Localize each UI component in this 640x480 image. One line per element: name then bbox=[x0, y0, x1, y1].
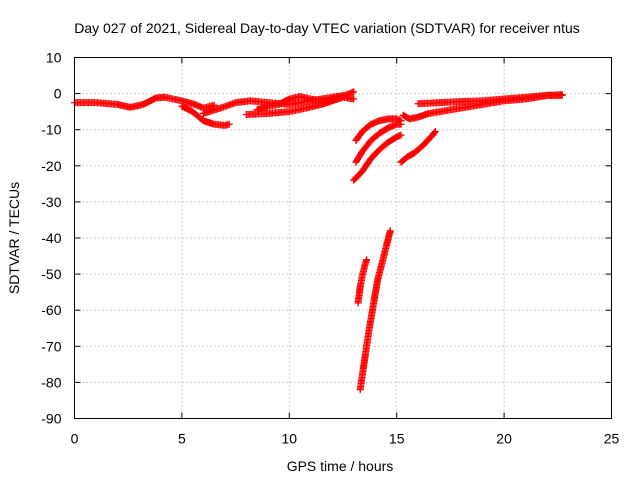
x-tick-label: 20 bbox=[496, 431, 512, 447]
series-arc-8 bbox=[350, 131, 405, 184]
series-arc-6 bbox=[352, 115, 405, 144]
data-layer bbox=[71, 88, 566, 394]
y-tick-label: -80 bbox=[41, 374, 61, 390]
series-arc-1 bbox=[71, 93, 218, 112]
data-points bbox=[352, 115, 405, 144]
series-arc-10 bbox=[354, 256, 371, 307]
y-tick-label: -70 bbox=[41, 338, 61, 354]
x-tick-label: 0 bbox=[71, 431, 79, 447]
series-arc-2 bbox=[178, 102, 233, 129]
x-tick-label: 10 bbox=[282, 431, 298, 447]
y-tick-label: 10 bbox=[46, 50, 62, 66]
data-points bbox=[71, 93, 218, 112]
x-tick-label: 25 bbox=[604, 431, 620, 447]
data-points bbox=[350, 131, 405, 184]
y-tick-label: 0 bbox=[54, 86, 62, 102]
data-points bbox=[397, 128, 439, 166]
x-axis-label: GPS time / hours bbox=[287, 458, 394, 474]
y-tick-label: -60 bbox=[41, 302, 61, 318]
data-points bbox=[354, 256, 371, 307]
grid-layer bbox=[74, 57, 612, 419]
data-points bbox=[242, 93, 358, 118]
series-arc-7 bbox=[352, 120, 405, 166]
series-arc-13 bbox=[397, 128, 439, 166]
data-points bbox=[178, 102, 233, 129]
data-points bbox=[352, 120, 405, 166]
series-arc-9 bbox=[356, 227, 394, 394]
y-tick-label: -50 bbox=[41, 266, 61, 282]
y-tick-label: -40 bbox=[41, 230, 61, 246]
y-tick-label: -30 bbox=[41, 194, 61, 210]
y-tick-label: -90 bbox=[41, 411, 61, 427]
data-points bbox=[356, 227, 394, 394]
y-tick-label: -10 bbox=[41, 122, 61, 138]
series-arc-5 bbox=[242, 93, 358, 118]
y-axis-label: SDTVAR / TECUs bbox=[6, 182, 22, 294]
series-arc-12 bbox=[414, 91, 566, 108]
x-tick-label: 5 bbox=[178, 431, 186, 447]
data-points bbox=[414, 91, 566, 108]
chart-title: Day 027 of 2021, Sidereal Day-to-day VTE… bbox=[74, 20, 580, 36]
x-tick-label: 15 bbox=[389, 431, 405, 447]
tick-layer: 10 0 -10 -20 -30 -40 -50 -60 -70 -80 -90 0 5 10 15 20 25 bbox=[41, 50, 619, 447]
y-tick-label: -20 bbox=[41, 158, 61, 174]
